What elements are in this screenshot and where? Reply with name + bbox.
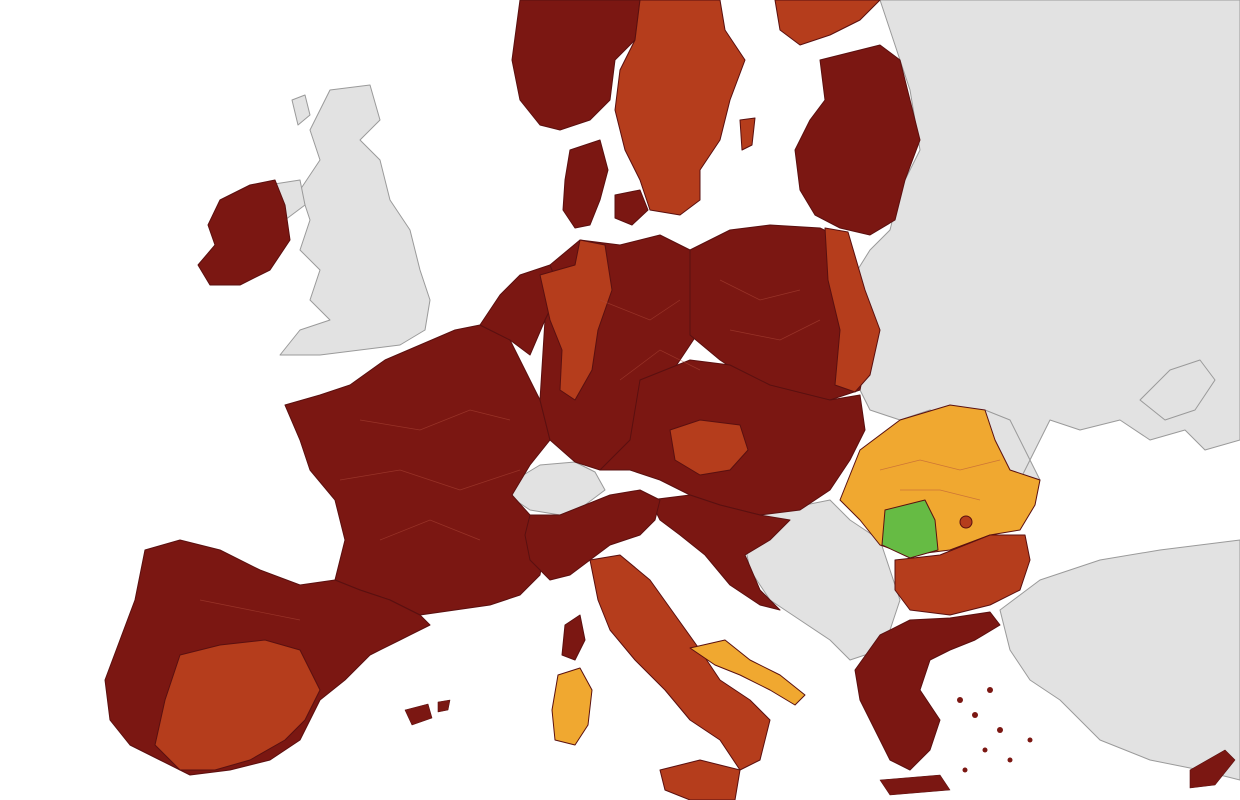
aegean-islands	[957, 687, 1033, 773]
italy-north-region	[524, 489, 661, 581]
corsica-island	[561, 614, 586, 661]
central-red-region	[669, 419, 749, 476]
italy-south-region	[589, 554, 771, 771]
cyprus-island	[1189, 749, 1236, 789]
balearic-islands	[404, 703, 433, 726]
gotland-island	[739, 117, 756, 151]
crimea-region	[1139, 359, 1216, 421]
baltic-states-region	[794, 44, 921, 236]
denmark-region	[562, 139, 609, 229]
denmark-islands	[614, 189, 649, 226]
crete-island	[879, 774, 951, 796]
poland-eastern-provinces	[824, 227, 881, 393]
sicily-island	[659, 759, 741, 800]
germany-western-states	[539, 239, 613, 401]
sweden-region	[614, 0, 746, 216]
finland-region	[774, 0, 881, 46]
menorca-island	[437, 699, 451, 713]
great-britain-region	[279, 84, 431, 356]
greece-region	[854, 611, 1001, 771]
romania-southwest-county	[881, 499, 939, 559]
croatia-slovenia-region	[649, 494, 791, 611]
puglia-region	[689, 639, 806, 706]
spain-central-regions	[154, 639, 321, 771]
sardinia-island	[551, 667, 593, 746]
switzerland-region	[511, 461, 606, 516]
ireland-region	[197, 179, 291, 286]
bulgaria-region	[894, 534, 1031, 616]
internal-borders	[199, 279, 1001, 621]
scottish-islands	[291, 94, 311, 126]
bucharest-marker	[959, 515, 973, 529]
